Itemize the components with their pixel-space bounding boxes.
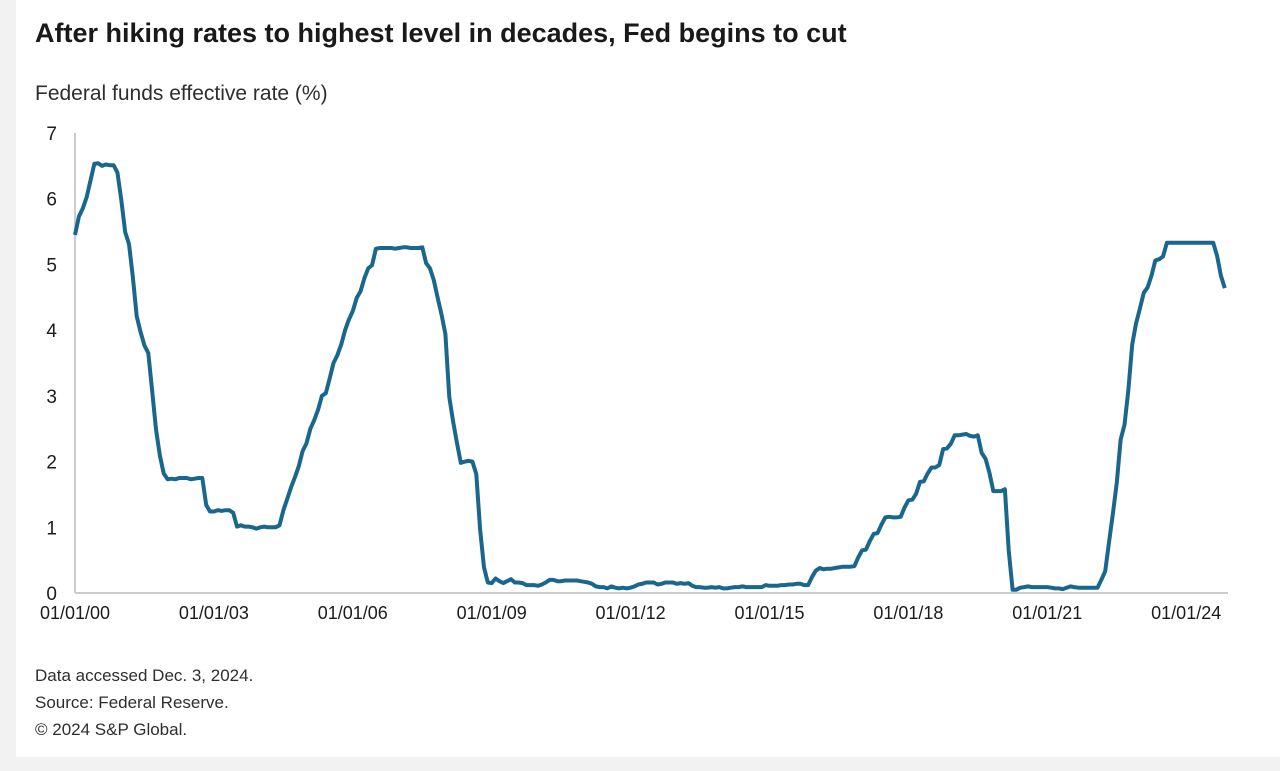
x-axis-label: 01/01/15 xyxy=(734,603,804,623)
chart-card xyxy=(16,0,1280,757)
y-axis-label: 7 xyxy=(46,124,57,145)
rate-line xyxy=(73,161,1227,592)
x-axis-label: 01/01/06 xyxy=(318,603,388,623)
x-axis-label: 01/01/09 xyxy=(457,603,527,623)
x-axis-label: 01/01/18 xyxy=(873,603,943,623)
footnote-source: Source: Federal Reserve. xyxy=(35,693,229,712)
footnote-accessed: Data accessed Dec. 3, 2024. xyxy=(35,666,254,685)
line-chart: 0 1 2 3 4 5 6 7 01/01/00 01/01/03 01/01/06 01/01/09… xyxy=(40,124,1228,623)
y-axis-label: 6 xyxy=(46,190,57,211)
x-axis-label: 01/01/24 xyxy=(1151,603,1221,623)
y-axis-label: 5 xyxy=(46,255,57,276)
y-axis-label: 4 xyxy=(46,321,57,342)
x-axis-label: 01/01/12 xyxy=(596,603,666,623)
y-axis-label: 0 xyxy=(46,584,57,605)
y-axis-label: 2 xyxy=(46,453,57,474)
footnote-copyright: © 2024 S&P Global. xyxy=(35,720,188,739)
x-axis-label: 01/01/21 xyxy=(1012,603,1082,623)
y-axis-label: 1 xyxy=(46,518,57,539)
x-axis-label: 01/01/03 xyxy=(179,603,249,623)
x-axis-label: 01/01/00 xyxy=(40,603,110,623)
chart-subtitle: Federal funds effective rate (%) xyxy=(35,82,328,105)
page-title: After hiking rates to highest level in d… xyxy=(35,18,847,48)
chart-footnotes: Data accessed Dec. 3, 2024. Source: Fede… xyxy=(35,662,253,743)
y-axis-label: 3 xyxy=(46,387,57,408)
